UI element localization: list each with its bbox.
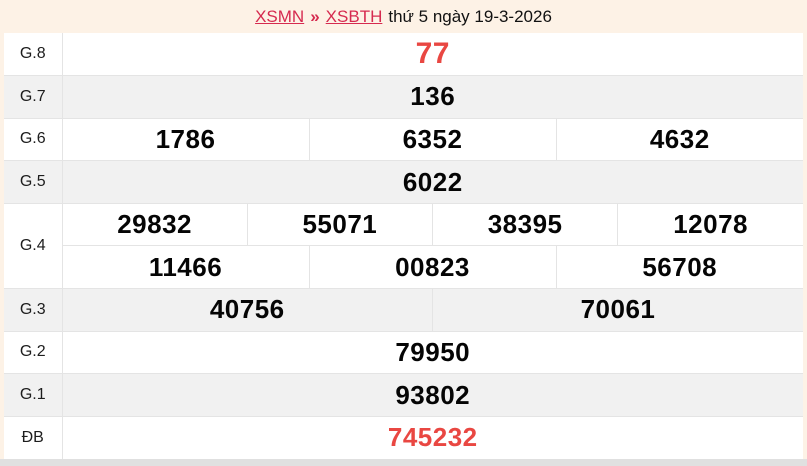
prize-value: 40756 — [61, 288, 433, 332]
table-row: G.1 93802 — [3, 373, 804, 417]
prize-value: 1786 — [61, 117, 310, 162]
prize-label-g6: G.6 — [3, 117, 63, 162]
prize-value: 00823 — [308, 245, 557, 290]
prize-value: 136 — [61, 75, 804, 119]
prize-value: 77 — [61, 32, 804, 77]
table-row: G.7 136 — [3, 75, 804, 119]
prize-label-g3: G.3 — [3, 288, 63, 332]
prize-label-g1: G.1 — [3, 373, 63, 417]
table-row: ĐB 745232 — [3, 415, 804, 460]
results-header: XSMN » XSBTH thứ 5 ngày 19-3-2026 — [0, 0, 807, 33]
prize-value: 6022 — [61, 160, 804, 204]
table-row: G.2 79950 — [3, 330, 804, 375]
xsmn-link[interactable]: XSMN — [255, 6, 305, 26]
prize-value: 11466 — [61, 245, 310, 290]
prize-value: 93802 — [61, 373, 804, 417]
prize-value: 4632 — [555, 117, 804, 162]
table-row: 11466 00823 56708 — [4, 245, 804, 290]
prize-value: 79950 — [61, 330, 804, 375]
prize-value: 38395 — [431, 202, 619, 247]
prize-value: 55071 — [246, 202, 434, 247]
prize-value: 745232 — [61, 415, 804, 460]
prize-label-db: ĐB — [3, 415, 63, 460]
xsbth-link[interactable]: XSBTH — [325, 6, 383, 26]
prize-label-g7: G.7 — [3, 75, 63, 119]
results-table: G.8 77 G.7 136 G.6 1786 6352 4632 G.5 60… — [3, 32, 804, 460]
prize-value: 6352 — [308, 117, 557, 162]
prize-label-g5: G.5 — [3, 160, 63, 204]
table-row: G.6 1786 6352 4632 — [3, 117, 804, 162]
table-row: G.3 40756 70061 — [3, 288, 804, 332]
breadcrumb-separator: » — [310, 6, 320, 26]
prize-label-g4: G.4 — [3, 202, 63, 290]
prize-label-g2: G.2 — [3, 330, 63, 375]
table-row: G.4 29832 55071 38395 12078 — [3, 202, 804, 290]
prize-value: 29832 — [61, 202, 248, 247]
bottom-divider — [0, 459, 807, 466]
prize-label-g8: G.8 — [3, 32, 63, 77]
draw-date-text: thứ 5 ngày 19-3-2026 — [388, 6, 552, 26]
prize-value: 12078 — [617, 202, 804, 247]
prize-value: 70061 — [432, 288, 804, 332]
results-table-wrapper: G.8 77 G.7 136 G.6 1786 6352 4632 G.5 60… — [0, 32, 807, 460]
prize-value: 56708 — [555, 245, 804, 290]
table-row: G.8 77 — [3, 32, 804, 77]
table-row: G.5 6022 — [3, 160, 804, 204]
